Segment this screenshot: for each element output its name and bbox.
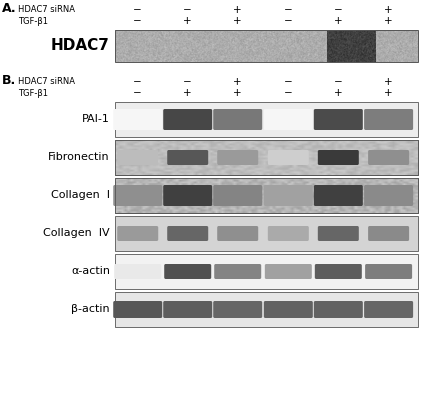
- FancyBboxPatch shape: [114, 264, 161, 279]
- Text: −: −: [334, 5, 343, 15]
- Text: −: −: [133, 88, 142, 98]
- FancyBboxPatch shape: [163, 109, 212, 130]
- Text: +: +: [233, 77, 242, 87]
- Text: −: −: [284, 88, 293, 98]
- FancyBboxPatch shape: [167, 150, 208, 165]
- FancyBboxPatch shape: [318, 150, 359, 165]
- Bar: [115, 140, 418, 175]
- FancyBboxPatch shape: [314, 301, 363, 318]
- Bar: [115, 292, 418, 327]
- Text: −: −: [133, 77, 142, 87]
- Text: β-actin: β-actin: [71, 304, 110, 314]
- Text: −: −: [183, 77, 192, 87]
- Text: −: −: [133, 5, 142, 15]
- Text: −: −: [284, 16, 293, 26]
- Bar: [115, 216, 418, 251]
- FancyBboxPatch shape: [268, 150, 309, 165]
- Text: α-actin: α-actin: [71, 266, 110, 276]
- FancyBboxPatch shape: [265, 264, 312, 279]
- FancyBboxPatch shape: [368, 150, 409, 165]
- Text: −: −: [133, 16, 142, 26]
- FancyBboxPatch shape: [167, 226, 208, 241]
- Bar: [115, 102, 418, 137]
- Text: PAI-1: PAI-1: [82, 114, 110, 125]
- FancyBboxPatch shape: [217, 150, 258, 165]
- Text: +: +: [384, 88, 393, 98]
- FancyBboxPatch shape: [364, 109, 413, 130]
- FancyBboxPatch shape: [213, 185, 262, 206]
- Bar: [115, 30, 418, 62]
- Text: A.: A.: [2, 2, 17, 15]
- Text: TGF-β1: TGF-β1: [18, 89, 48, 98]
- FancyBboxPatch shape: [364, 185, 413, 206]
- FancyBboxPatch shape: [113, 185, 162, 206]
- Text: −: −: [284, 77, 293, 87]
- FancyBboxPatch shape: [117, 150, 158, 165]
- Text: Collagen  IV: Collagen IV: [43, 229, 110, 239]
- Text: B.: B.: [2, 74, 16, 87]
- Bar: [115, 140, 418, 175]
- Text: +: +: [384, 77, 393, 87]
- Text: +: +: [233, 5, 242, 15]
- FancyBboxPatch shape: [315, 264, 362, 279]
- FancyBboxPatch shape: [368, 226, 409, 241]
- FancyBboxPatch shape: [364, 301, 413, 318]
- FancyBboxPatch shape: [264, 301, 313, 318]
- FancyBboxPatch shape: [163, 185, 212, 206]
- Text: +: +: [384, 5, 393, 15]
- Text: Fibronectin: Fibronectin: [48, 152, 110, 162]
- FancyBboxPatch shape: [264, 185, 313, 206]
- FancyBboxPatch shape: [264, 109, 313, 130]
- Bar: [115, 254, 418, 289]
- FancyBboxPatch shape: [318, 226, 359, 241]
- Bar: [115, 178, 418, 213]
- Text: +: +: [233, 16, 242, 26]
- Text: HDAC7: HDAC7: [51, 39, 110, 54]
- Text: −: −: [183, 5, 192, 15]
- FancyBboxPatch shape: [214, 264, 261, 279]
- FancyBboxPatch shape: [164, 264, 211, 279]
- FancyBboxPatch shape: [365, 264, 412, 279]
- Text: HDAC7 siRNA: HDAC7 siRNA: [18, 77, 75, 87]
- FancyBboxPatch shape: [113, 109, 162, 130]
- Text: −: −: [334, 77, 343, 87]
- FancyBboxPatch shape: [314, 185, 363, 206]
- Text: Collagen  I: Collagen I: [51, 191, 110, 200]
- Text: −: −: [284, 5, 293, 15]
- Text: HDAC7 siRNA: HDAC7 siRNA: [18, 6, 75, 15]
- Text: +: +: [334, 16, 343, 26]
- FancyBboxPatch shape: [163, 301, 212, 318]
- Text: +: +: [184, 16, 192, 26]
- Text: +: +: [384, 16, 393, 26]
- Text: +: +: [334, 88, 343, 98]
- Text: +: +: [233, 88, 242, 98]
- FancyBboxPatch shape: [213, 109, 262, 130]
- FancyBboxPatch shape: [117, 226, 158, 241]
- FancyBboxPatch shape: [268, 226, 309, 241]
- FancyBboxPatch shape: [213, 301, 262, 318]
- Text: +: +: [184, 88, 192, 98]
- Text: TGF-β1: TGF-β1: [18, 17, 48, 25]
- FancyBboxPatch shape: [113, 301, 162, 318]
- FancyBboxPatch shape: [217, 226, 258, 241]
- Bar: [115, 178, 418, 213]
- FancyBboxPatch shape: [314, 109, 363, 130]
